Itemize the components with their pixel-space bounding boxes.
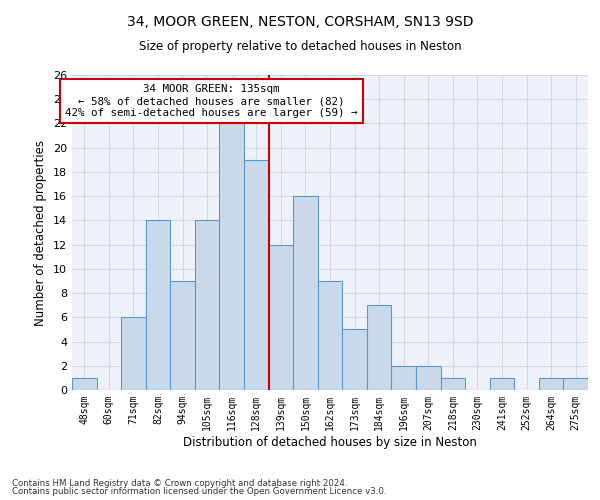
Text: Contains public sector information licensed under the Open Government Licence v3: Contains public sector information licen… [12,487,386,496]
Bar [170,281,195,390]
X-axis label: Distribution of detached houses by size in Neston: Distribution of detached houses by size … [183,436,477,448]
Y-axis label: Number of detached properties: Number of detached properties [34,140,47,326]
Bar [244,160,269,390]
Bar [269,244,293,390]
Bar [539,378,563,390]
Bar [416,366,440,390]
Bar [220,124,244,390]
Bar [391,366,416,390]
Bar [342,330,367,390]
Bar [563,378,588,390]
Bar [293,196,318,390]
Bar [195,220,220,390]
Text: Contains HM Land Registry data © Crown copyright and database right 2024.: Contains HM Land Registry data © Crown c… [12,478,347,488]
Text: 34 MOOR GREEN: 135sqm
← 58% of detached houses are smaller (82)
42% of semi-deta: 34 MOOR GREEN: 135sqm ← 58% of detached … [65,84,358,117]
Bar [121,318,146,390]
Bar [146,220,170,390]
Bar [318,281,342,390]
Bar [440,378,465,390]
Bar [490,378,514,390]
Bar [367,305,391,390]
Text: Size of property relative to detached houses in Neston: Size of property relative to detached ho… [139,40,461,53]
Text: 34, MOOR GREEN, NESTON, CORSHAM, SN13 9SD: 34, MOOR GREEN, NESTON, CORSHAM, SN13 9S… [127,15,473,29]
Bar [72,378,97,390]
